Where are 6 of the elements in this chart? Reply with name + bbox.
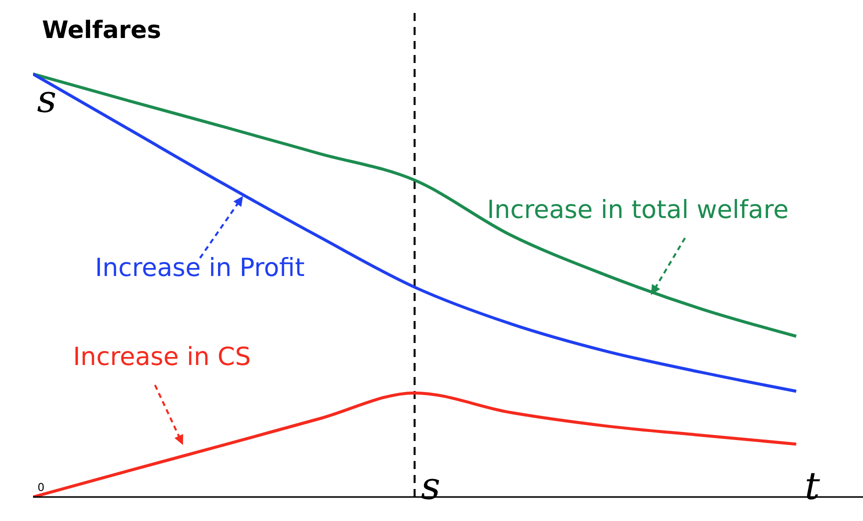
x-tick-label: 0: [38, 481, 44, 494]
annotation: s: [37, 76, 57, 121]
y-axis-title: Welfares: [42, 16, 162, 44]
legend-label: Increase in Profit: [95, 253, 305, 282]
series-label: Increase in total welfare: [487, 195, 789, 224]
text: Increase in CS: [73, 342, 251, 371]
